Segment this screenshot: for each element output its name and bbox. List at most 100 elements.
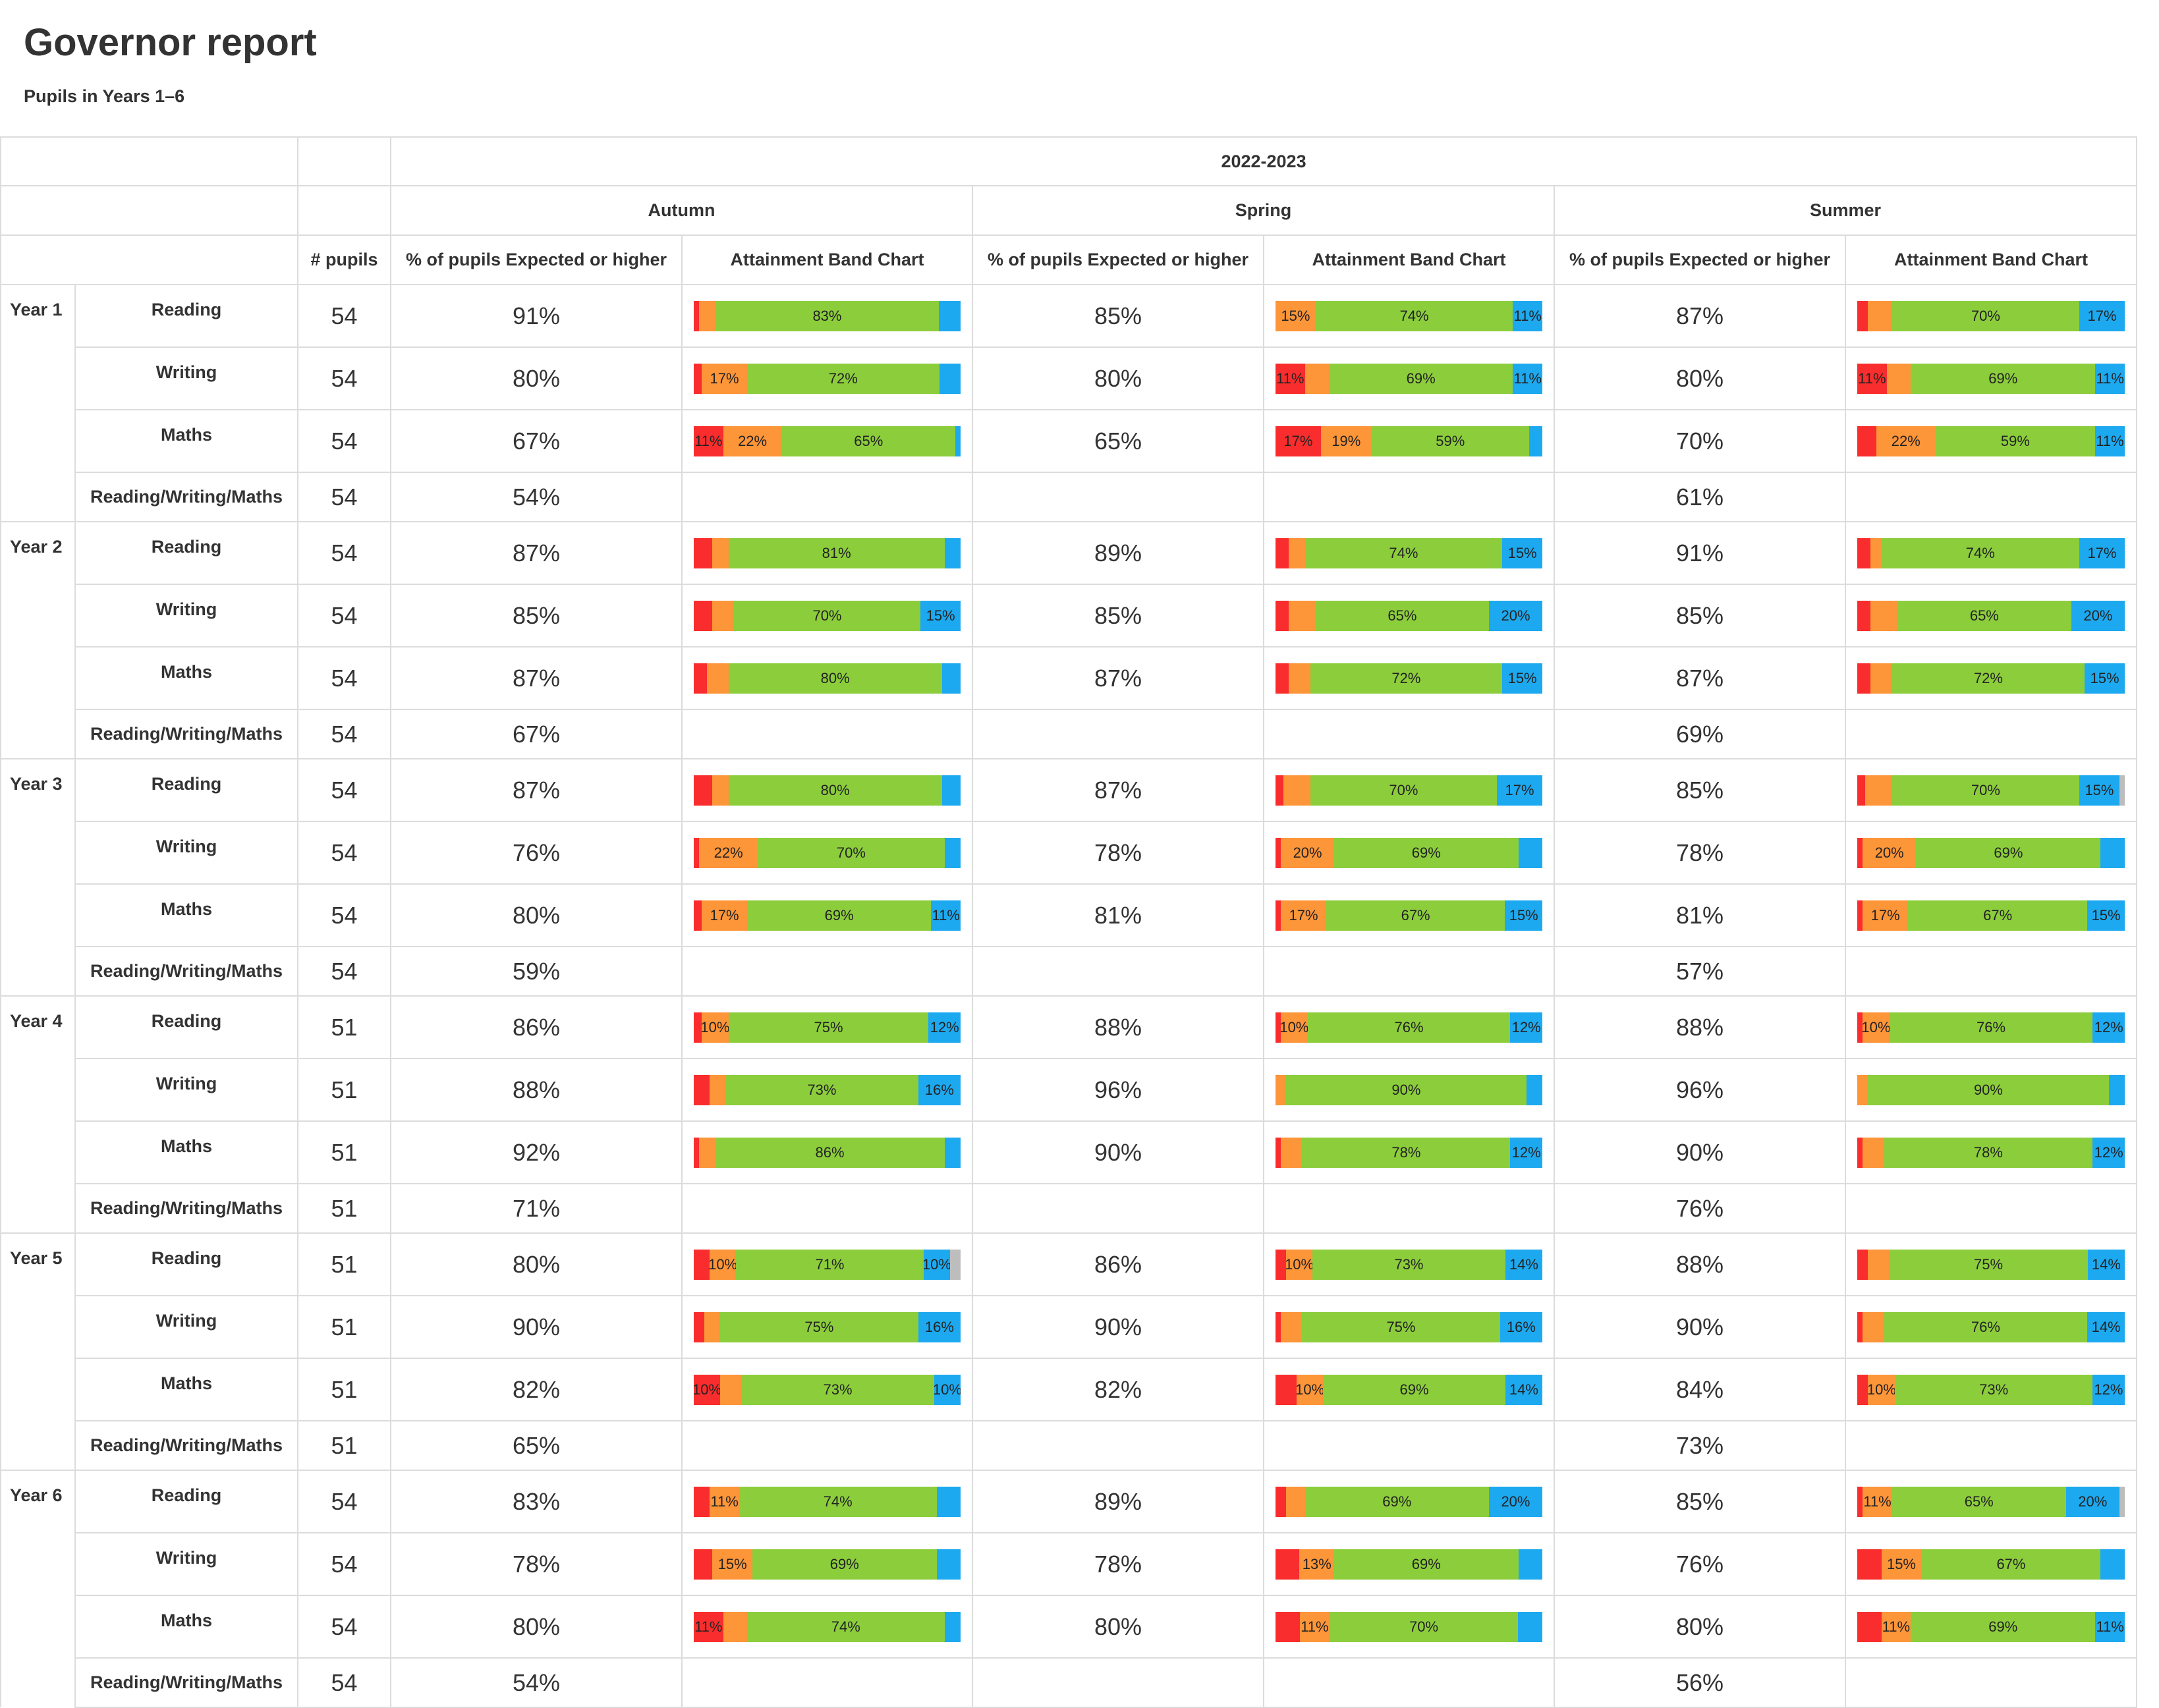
attainment-band-bar: 70% 17% — [1276, 775, 1542, 806]
band-segment-1 — [694, 600, 713, 631]
attainment-band-bar: 20% 69% — [1857, 837, 2125, 868]
band-segment-3: 69% — [1304, 1486, 1489, 1517]
band-segment-3: 69% — [1334, 1549, 1519, 1580]
attainment-band-chart-cell: 15% 74% 11% — [1263, 284, 1555, 348]
attainment-band-bar: 11% 65% 20% — [1857, 1486, 2125, 1517]
band-segment-2: 11% — [1863, 1486, 1892, 1517]
band-segment-1 — [694, 1249, 710, 1280]
year-cell-empty — [0, 1059, 76, 1121]
year-label: Year 5 — [0, 1232, 76, 1296]
attainment-band-bar: 83% — [694, 300, 961, 331]
band-segment-2 — [699, 300, 715, 331]
table-row: Writing 54 78% 15% 69% 78% 13% 69% 76% 15% 67% — [0, 1532, 2138, 1596]
band-segment-4 — [939, 363, 961, 394]
pct-expected-value: 89% — [972, 1470, 1264, 1533]
attainment-band-chart-cell — [1844, 946, 2138, 997]
subject-label: Writing — [74, 1295, 298, 1359]
table-row: Maths 51 92% 86% 90% 78% 12% 90% 78% 12% — [0, 1120, 2138, 1184]
attainment-band-chart-cell — [1844, 472, 2138, 522]
attainment-band-chart-cell — [681, 1420, 973, 1471]
pct-expected-value: 67% — [390, 709, 683, 759]
band-segment-3: 67% — [1921, 1549, 2101, 1580]
year-cell-empty — [0, 1296, 76, 1358]
header-chart-spring: Attainment Band Chart — [1263, 234, 1555, 285]
header-blank — [297, 185, 391, 236]
band-segment-3: 72% — [1892, 663, 2085, 694]
band-segment-2 — [1868, 300, 1892, 331]
band-segment-1 — [1857, 1374, 1868, 1405]
pupil-count: 54 — [297, 1532, 391, 1596]
pct-expected-value: 81% — [1554, 883, 1846, 947]
table-row: Maths 54 80% 11% 74% 80% 11% 70% 80% 11% 69% 11% — [0, 1595, 2138, 1659]
band-segment-3: 70% — [758, 837, 945, 868]
band-segment-2 — [710, 1074, 726, 1105]
attainment-band-chart-cell: 11% 69% 11% — [1263, 346, 1555, 410]
attainment-band-chart-cell: 72% 15% — [1263, 646, 1555, 710]
year-cell-empty — [0, 821, 76, 884]
band-segment-4: 10% — [923, 1249, 950, 1280]
table-row: Reading/Writing/Maths 51 65% 73% — [0, 1420, 2138, 1471]
pct-expected-value: 80% — [972, 346, 1264, 410]
pupil-count: 51 — [297, 1295, 391, 1359]
band-segment-2 — [1281, 1137, 1303, 1168]
year-cell-empty — [0, 947, 76, 996]
band-segment-2 — [712, 775, 729, 806]
band-segment-4 — [1518, 1549, 1542, 1580]
band-segment-1 — [1857, 837, 1863, 868]
attainment-band-chart-cell: 17% 72% — [681, 346, 973, 410]
pct-expected-value: 78% — [1554, 821, 1846, 885]
band-segment-4 — [2108, 1074, 2125, 1105]
year-label: Year 2 — [0, 521, 76, 584]
subject-label: Reading/Writing/Maths — [74, 1657, 298, 1708]
attainment-band-bar: 17% 72% — [694, 363, 961, 394]
band-segment-1 — [1857, 1611, 1882, 1642]
pct-expected-value: 88% — [972, 995, 1264, 1059]
band-segment-3: 76% — [1307, 1012, 1511, 1043]
pupil-count: 51 — [297, 995, 391, 1059]
attainment-band-chart-cell: 13% 69% — [1263, 1532, 1555, 1596]
pupil-count: 54 — [297, 883, 391, 947]
pct-expected-value: 88% — [390, 1058, 683, 1122]
pct-expected-value: 80% — [972, 1595, 1264, 1659]
pct-expected-value: 80% — [390, 883, 683, 947]
band-segment-1 — [694, 663, 708, 694]
table-row: Maths 54 80% 17% 69% 11% 81% 17% 67% 15% 81% 17% 67%… — [0, 883, 2138, 947]
band-segment-4 — [944, 1137, 961, 1168]
pct-expected-value: 85% — [972, 584, 1264, 647]
attainment-table: 2022-2023 Autumn Spring Summer # pupils … — [0, 136, 2138, 1708]
band-segment-3: 70% — [1310, 775, 1498, 806]
attainment-band-bar: 74% 17% — [1857, 537, 2125, 568]
band-segment-4: 15% — [1505, 900, 1542, 931]
band-segment-1 — [1276, 1486, 1287, 1517]
attainment-band-chart-cell — [1263, 1183, 1555, 1234]
year-cell-empty — [0, 1595, 76, 1658]
attainment-band-chart-cell: 75% 14% — [1844, 1232, 2138, 1296]
band-segment-1 — [694, 363, 702, 394]
pupil-count: 54 — [297, 1470, 391, 1533]
pupil-count: 54 — [297, 409, 391, 473]
band-segment-3: 76% — [1889, 1012, 2093, 1043]
band-segment-1 — [1276, 600, 1289, 631]
table-row: Maths 51 82% 10% 73% 10% 82% 10% 69% 14% 84% 10% 73%… — [0, 1358, 2138, 1421]
pct-expected-value: 82% — [972, 1358, 1264, 1421]
band-segment-2 — [723, 1611, 747, 1642]
header-blank — [0, 234, 298, 285]
band-segment-2 — [1857, 1074, 1868, 1105]
band-segment-1 — [694, 537, 713, 568]
band-segment-3: 69% — [1916, 837, 2101, 868]
band-segment-1 — [1276, 837, 1281, 868]
band-segment-2 — [1870, 537, 1882, 568]
pupil-count: 51 — [297, 1058, 391, 1122]
table-row: Reading/Writing/Maths 54 54% 61% — [0, 472, 2138, 522]
pct-expected-value: 80% — [390, 1232, 683, 1296]
band-segment-3: 73% — [1895, 1374, 2092, 1405]
attainment-band-bar: 22% 59% 11% — [1857, 426, 2125, 456]
attainment-band-chart-cell: 11% 74% — [681, 1470, 973, 1533]
band-segment-4 — [944, 1611, 961, 1642]
band-segment-2 — [1289, 663, 1310, 694]
band-segment-4: 17% — [2079, 537, 2125, 568]
attainment-band-chart-cell: 20% 69% — [1844, 821, 2138, 885]
attainment-band-bar: 15% 67% — [1857, 1549, 2125, 1580]
band-segment-3: 70% — [1892, 300, 2079, 331]
subject-label: Reading/Writing/Maths — [74, 1183, 298, 1234]
